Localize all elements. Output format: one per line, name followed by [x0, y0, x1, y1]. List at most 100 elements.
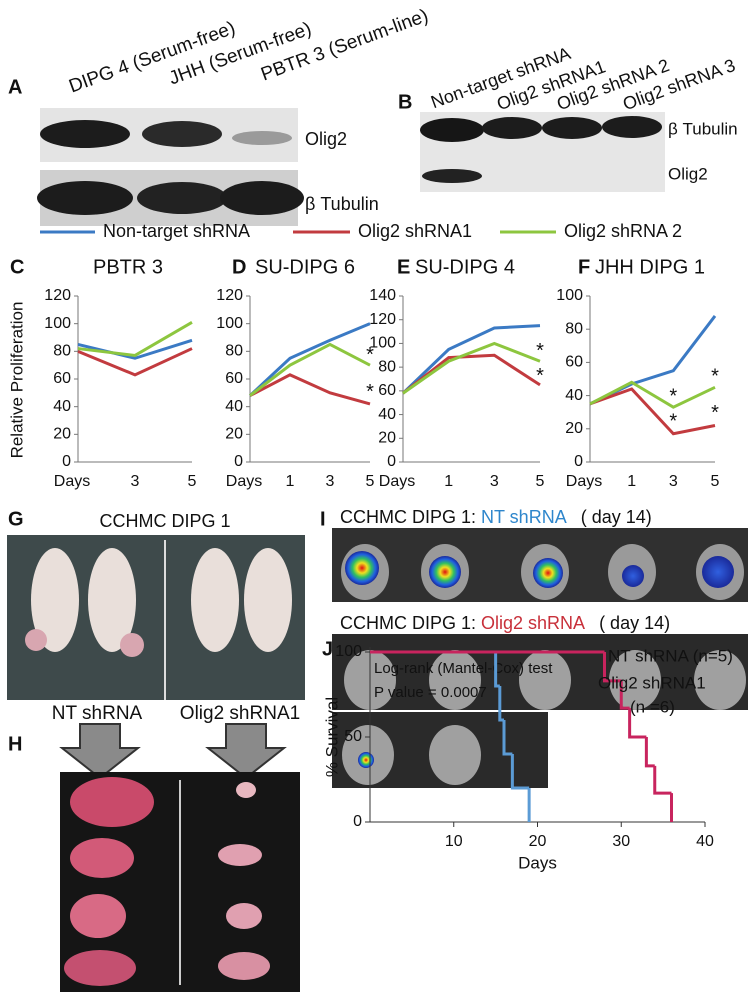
series-line: [77, 338, 193, 360]
y-tick-label: 0: [62, 453, 71, 470]
y-tick-label: 100: [556, 287, 583, 304]
series-line: [77, 320, 193, 358]
series-line: [249, 373, 371, 406]
legend-entry: Olig2 shRNA 2: [564, 221, 682, 241]
title-day: ( day 14): [581, 507, 652, 527]
group-label: Olig2 shRNA1: [180, 703, 300, 724]
survival-step: [653, 765, 672, 795]
panel-label: I: [320, 508, 326, 530]
y-axis-label: % Survival: [322, 697, 341, 777]
panel-label: F: [578, 256, 590, 278]
x-axis-label: Days: [379, 473, 415, 490]
legend-entry: NT shRNA (n=5): [608, 646, 733, 665]
y-tick-label: 0: [234, 453, 243, 470]
blot-label: β Tubulin: [668, 119, 738, 138]
panel-label: J: [322, 638, 333, 660]
series-line: [589, 315, 717, 406]
significance-mark: *: [366, 344, 374, 366]
panel-label: E: [397, 256, 410, 278]
legend-note: (n =6): [630, 697, 675, 716]
x-tick-label: 1: [286, 473, 295, 490]
x-axis-label: Days: [566, 473, 602, 490]
panel-label: B: [398, 91, 412, 113]
y-tick-label: 0: [387, 453, 396, 470]
series-line: [401, 324, 541, 395]
series-line: [249, 342, 371, 397]
x-tick-label: 5: [536, 473, 545, 490]
x-tick-label: 3: [490, 473, 499, 490]
y-tick-label: 50: [344, 728, 362, 745]
y-tick-label: 20: [53, 426, 71, 443]
panel-label: A: [8, 76, 22, 98]
arrow: [59, 723, 141, 780]
blot-a: [37, 108, 304, 226]
x-tick-label: 40: [696, 833, 714, 850]
x-tick-label: 20: [529, 833, 547, 850]
x-tick-label: 30: [612, 833, 630, 850]
chart-title: PBTR 3: [93, 256, 163, 278]
survival-step: [628, 708, 647, 739]
image-title: CCHMC DIPG 1: NT shRNA ( day 14): [340, 507, 652, 527]
y-tick-label: 100: [44, 315, 71, 332]
series-line: [589, 380, 716, 409]
y-tick-label: 100: [335, 643, 362, 660]
y-tick-label: 80: [225, 343, 243, 360]
blot-label: Olig2: [668, 164, 708, 183]
significance-mark: *: [536, 340, 544, 362]
series-line: [248, 322, 371, 397]
y-axis-label: Relative Proliferation: [7, 302, 26, 459]
y-tick-label: 40: [53, 398, 71, 415]
y-tick-label: 60: [53, 370, 71, 387]
y-tick-label: 120: [44, 287, 71, 304]
survival-step: [510, 754, 530, 790]
y-tick-label: 0: [574, 453, 583, 470]
y-tick-label: 120: [216, 287, 243, 304]
y-tick-label: 0: [353, 813, 362, 830]
y-tick-label: 80: [378, 358, 396, 375]
y-tick-label: 100: [369, 335, 396, 352]
x-axis-label: Days: [518, 853, 557, 872]
test-annotation: Log-rank (Mantel-Cox) test: [374, 660, 553, 677]
y-tick-label: 60: [225, 370, 243, 387]
survival-step: [603, 652, 622, 683]
title-group: NT shRNA: [481, 507, 567, 527]
significance-mark: *: [669, 386, 677, 408]
test-annotation: P value = 0.0007: [374, 684, 487, 701]
panel-label: G: [8, 508, 24, 530]
y-tick-label: 120: [369, 311, 396, 328]
x-axis-label: Days: [226, 473, 262, 490]
blot-label: β Tubulin: [305, 194, 379, 214]
survival-step: [502, 720, 513, 756]
panel-label: H: [8, 733, 22, 755]
significance-mark: *: [669, 410, 677, 432]
y-tick-label: 100: [216, 315, 243, 332]
y-tick-label: 80: [53, 343, 71, 360]
x-tick-label: 1: [444, 473, 453, 490]
title-day: ( day 14): [599, 613, 670, 633]
significance-mark: *: [536, 365, 544, 387]
y-tick-label: 60: [378, 382, 396, 399]
survival-step: [619, 680, 630, 710]
legend-entry: Non-target shRNA: [103, 221, 250, 241]
x-tick-label: 3: [131, 473, 140, 490]
x-tick-label: 3: [669, 473, 678, 490]
y-tick-label: 40: [225, 398, 243, 415]
image-title: CCHMC DIPG 1: Olig2 shRNA ( day 14): [340, 613, 670, 633]
title-prefix: CCHMC DIPG 1:: [340, 613, 481, 633]
blot-label: Olig2: [305, 129, 347, 149]
legend-entry: Olig2 shRNA1: [358, 221, 472, 241]
y-tick-label: 40: [565, 387, 583, 404]
y-tick-label: 20: [225, 426, 243, 443]
chart-title: JHH DIPG 1: [595, 256, 705, 278]
significance-mark: *: [711, 402, 719, 424]
blot-b: [420, 112, 665, 192]
panel-label: C: [10, 256, 24, 278]
y-tick-label: 140: [369, 287, 396, 304]
x-tick-label: 5: [366, 473, 375, 490]
chart-title: SU-DIPG 4: [415, 256, 515, 278]
y-tick-label: 80: [565, 320, 583, 337]
x-tick-label: 1: [627, 473, 636, 490]
x-tick-label: 5: [188, 473, 197, 490]
legend-entry: Olig2 shRNA1: [598, 673, 706, 692]
